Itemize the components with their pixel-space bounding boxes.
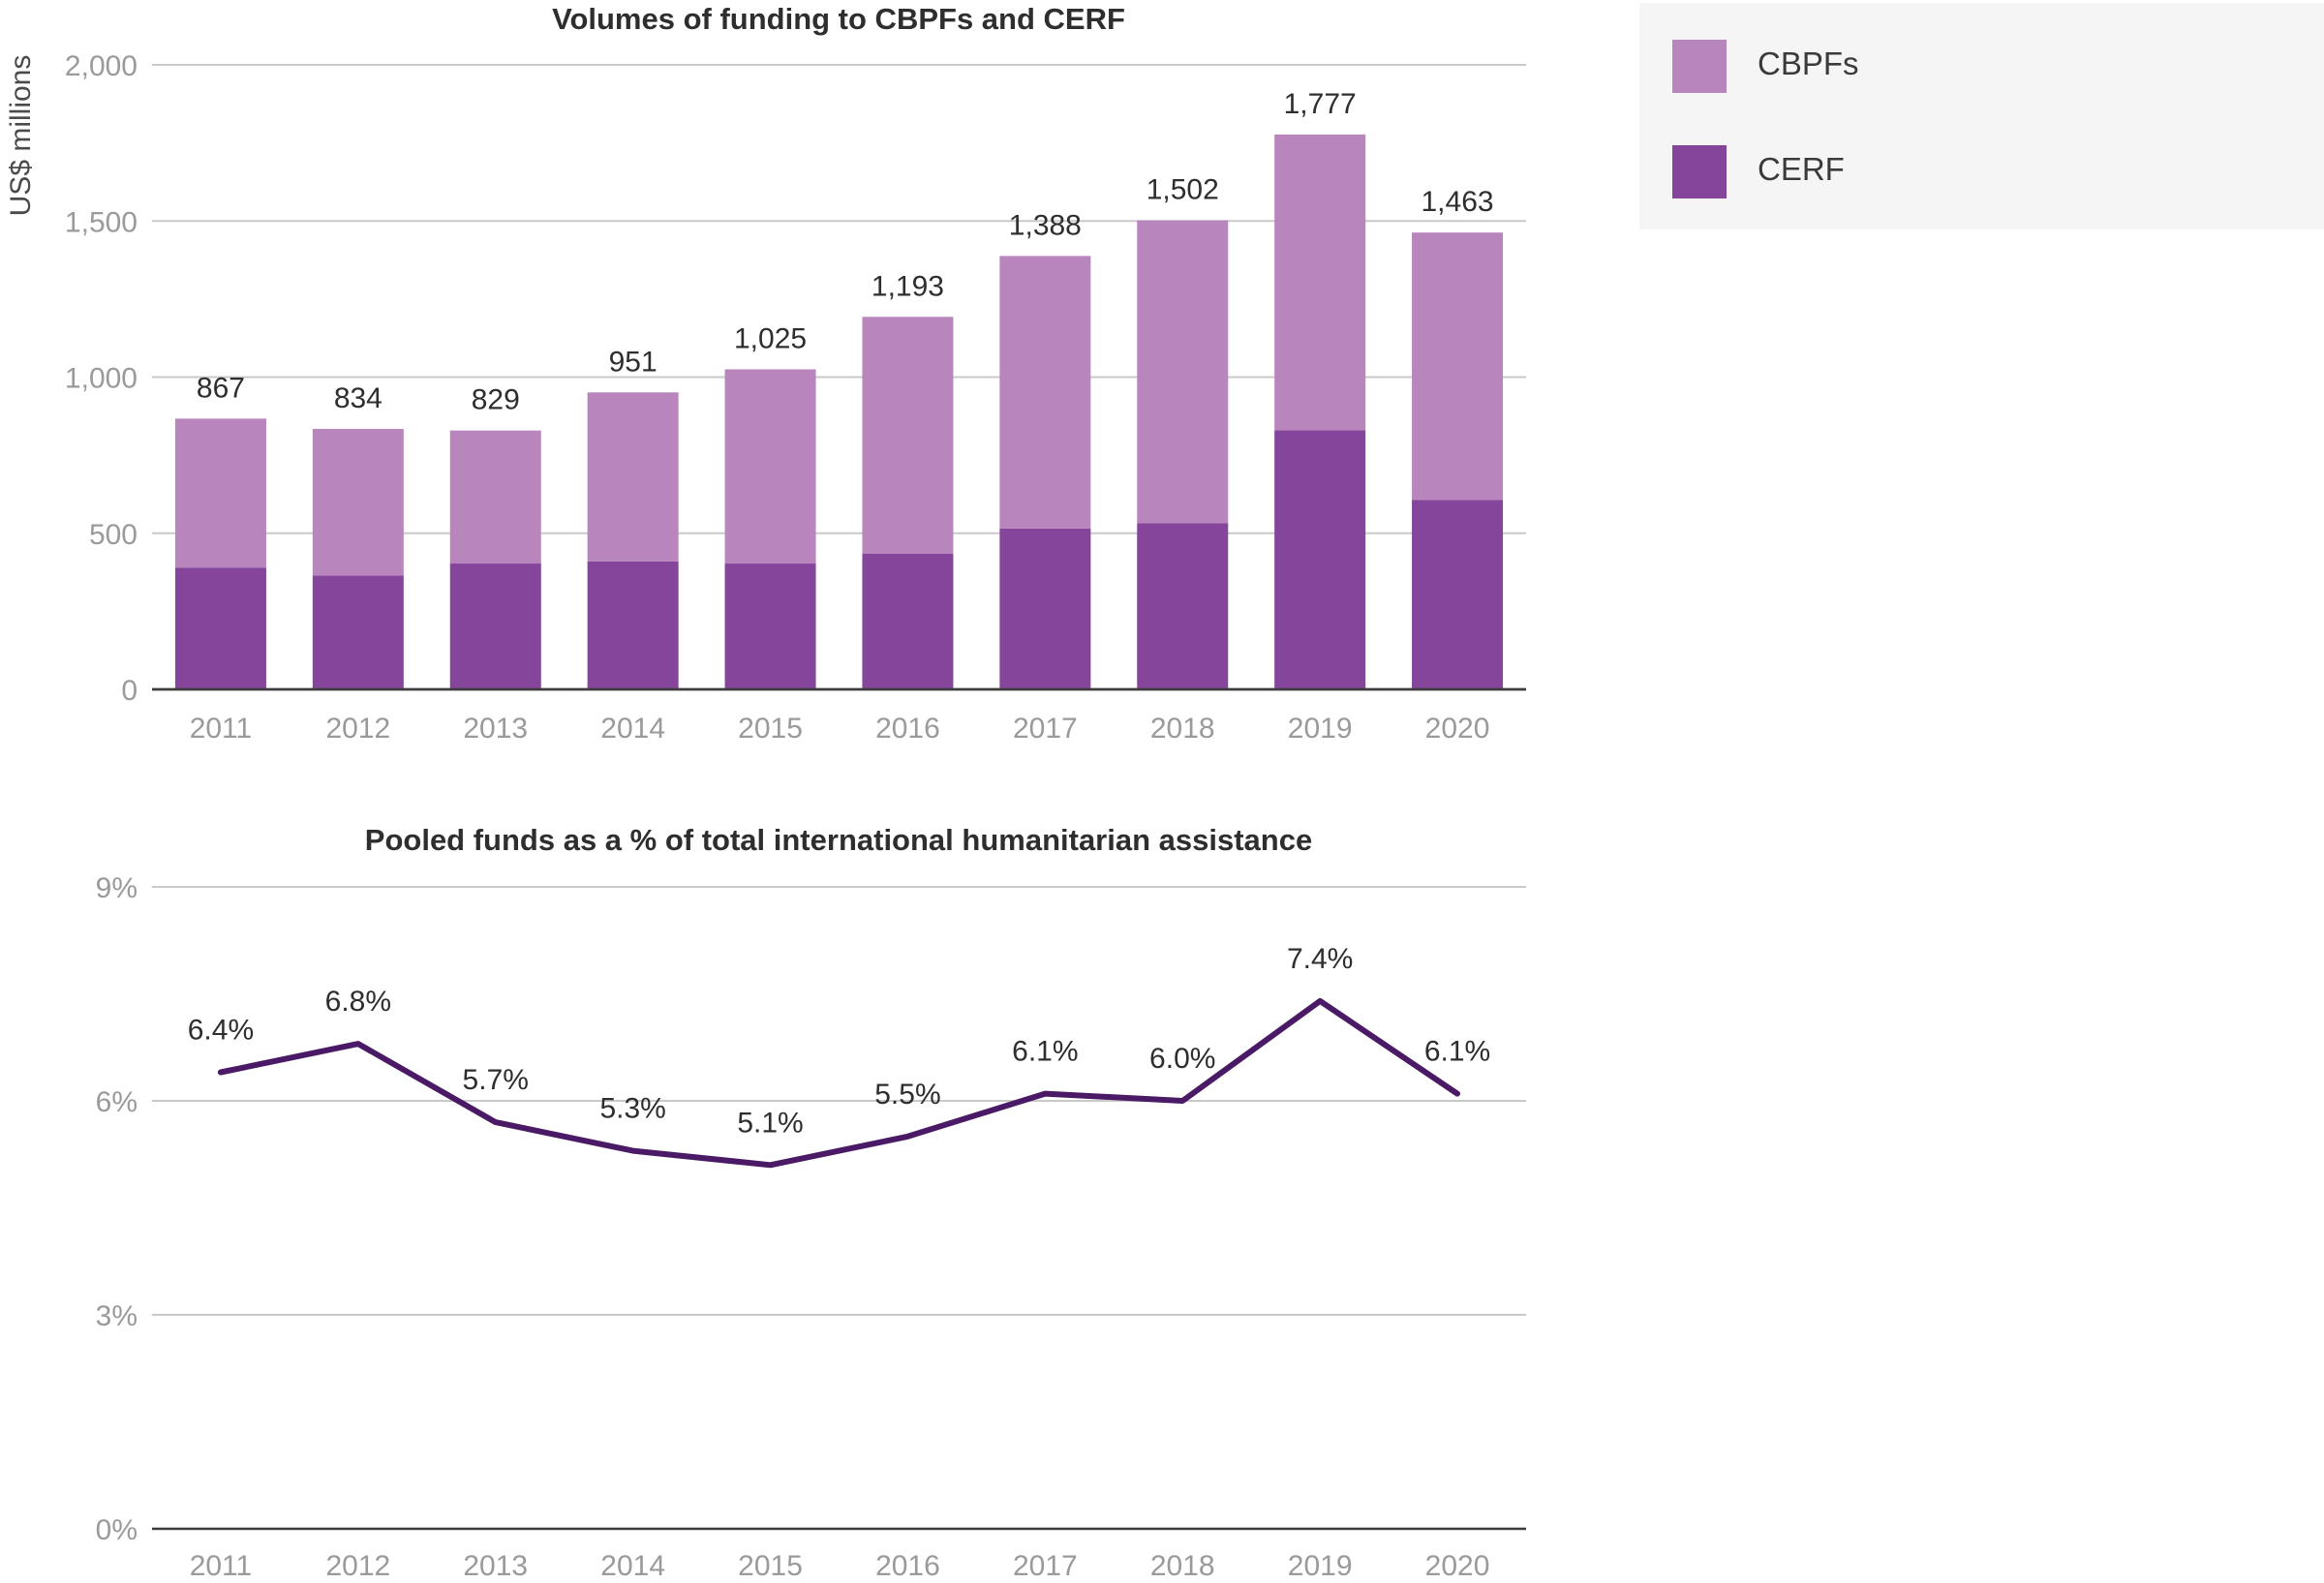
bar-cerf-2016 [862,553,954,689]
line-chart-x-tick-label: 2019 [1288,1550,1353,1582]
bar-chart-y-tick-label: 500 [89,519,138,551]
bar-cerf-2015 [724,563,816,689]
bar-total-label: 1,777 [1284,88,1357,120]
bar-chart-x-tick-label: 2015 [738,713,803,745]
line-data-label: 6.0% [1149,1043,1215,1075]
bar-cbpfs-2018 [1137,220,1229,524]
bar-cerf-2020 [1412,500,1504,689]
legend-swatch-cerf [1672,145,1727,198]
bar-chart-x-tick-label: 2014 [600,713,665,745]
line-chart-y-tick-label: 3% [96,1300,138,1332]
bar-chart-x-tick-label: 2017 [1013,713,1078,745]
bar-cerf-2011 [174,567,266,689]
legend-swatch-cbpfs [1672,40,1727,93]
line-data-label: 5.5% [874,1079,940,1111]
bar-cbpfs-2014 [587,392,679,562]
bar-chart-bars [152,134,1526,691]
bar-cerf-2013 [449,563,541,689]
line-chart-grid: 0% 3% 6% 9% [96,872,1526,1546]
bar-total-label: 1,463 [1422,186,1494,218]
bar-chart-y-tick-label: 1,000 [65,363,138,395]
bar-cbpfs-2015 [724,369,816,564]
line-chart: Pooled funds as a % of total internation… [96,823,1526,1582]
bar-total-label: 1,025 [734,322,807,354]
bar-total-label: 951 [609,346,657,378]
line-chart-x-tick-label: 2013 [463,1550,528,1582]
bar-chart-title: Volumes of funding to CBPFs and CERF [552,2,1125,36]
bar-chart-x-tick-label: 2018 [1150,713,1215,745]
bar-cbpfs-2012 [312,429,404,576]
bar-chart-y-tick-label: 0 [121,675,138,707]
bar-chart-x-tick-label: 2012 [325,713,390,745]
line-data-label: 5.7% [463,1064,529,1096]
bar-chart-x-tick-label: 2011 [190,713,253,745]
line-chart-x-tick-label: 2011 [190,1550,253,1582]
bar-total-label: 1,193 [872,270,944,302]
legend-label-cbpfs: CBPFs [1758,46,1859,81]
line-series-pooled-funds-share [217,997,1460,1169]
bar-chart-y-axis-label: US$ millions [5,55,37,217]
bar-chart-y-tick-label: 2,000 [65,50,138,82]
line-chart-x-tick-label: 2018 [1150,1550,1215,1582]
line-chart-title: Pooled funds as a % of total internation… [365,823,1312,857]
bar-cerf-2019 [1274,430,1366,689]
line-chart-series [217,997,1460,1169]
line-data-label: 6.1% [1424,1036,1490,1068]
line-chart-x-tick-label: 2020 [1425,1550,1490,1582]
bar-total-label: 829 [472,384,520,416]
bar-cbpfs-2013 [449,430,541,564]
bar-total-label: 867 [197,372,245,404]
bar-cerf-2014 [587,561,679,689]
bar-total-label: 1,388 [1009,209,1082,241]
bar-chart: Volumes of funding to CBPFs and CERF US$… [5,2,1526,745]
legend: CBPFs CERF [1639,3,2324,229]
bar-cerf-2018 [1137,523,1229,689]
line-chart-y-tick-label: 9% [96,872,138,904]
bar-chart-x-tick-label: 2016 [875,713,940,745]
bar-cbpfs-2017 [999,256,1091,529]
line-data-label: 6.4% [188,1015,254,1047]
line-chart-x-tick-label: 2015 [738,1550,803,1582]
legend-label-cerf: CERF [1758,151,1845,187]
bar-chart-grid: 0 500 1,000 1,500 2,000 [65,50,1526,707]
line-chart-x-tick-labels: 2011 2012 2013 2014 2015 2016 2017 2018 2019 2020 [190,1550,1490,1582]
bar-total-label: 1,502 [1147,174,1219,206]
bar-chart-y-tick-label: 1,500 [65,206,138,238]
bar-cbpfs-2019 [1274,134,1366,431]
bar-chart-x-tick-label: 2020 [1425,713,1490,745]
line-data-label: 6.8% [325,986,391,1018]
bar-cerf-2017 [999,528,1091,689]
bar-total-label: 834 [334,382,382,414]
bar-cerf-2012 [312,575,404,689]
line-data-label: 6.1% [1012,1036,1078,1068]
line-data-label: 5.3% [599,1093,665,1125]
line-chart-y-tick-label: 0% [96,1514,138,1546]
bar-chart-x-tick-label: 2013 [463,713,528,745]
bar-cbpfs-2016 [862,317,954,554]
line-chart-x-tick-label: 2016 [875,1550,940,1582]
bar-chart-x-tick-label: 2019 [1288,713,1353,745]
line-data-label: 5.1% [737,1107,803,1139]
line-chart-data-labels: 6.4% 6.8% 5.7% 5.3% 5.1% 5.5% 6.1% 6.0% 7.4% 6.1% [188,943,1490,1139]
bar-cbpfs-2020 [1412,232,1504,501]
line-data-label: 7.4% [1287,943,1353,975]
line-chart-x-tick-label: 2012 [325,1550,390,1582]
bar-chart-total-labels: 867 834 829 951 1,025 1,193 1,388 1,502 1,777 1,4… [197,88,1494,416]
bar-cbpfs-2011 [174,418,266,568]
line-chart-x-tick-label: 2017 [1013,1550,1078,1582]
bar-chart-x-tick-labels: 2011 2012 2013 2014 2015 2016 2017 2018 2019 2020 [190,713,1490,745]
line-chart-x-tick-label: 2014 [600,1550,665,1582]
line-chart-y-tick-label: 6% [96,1086,138,1118]
